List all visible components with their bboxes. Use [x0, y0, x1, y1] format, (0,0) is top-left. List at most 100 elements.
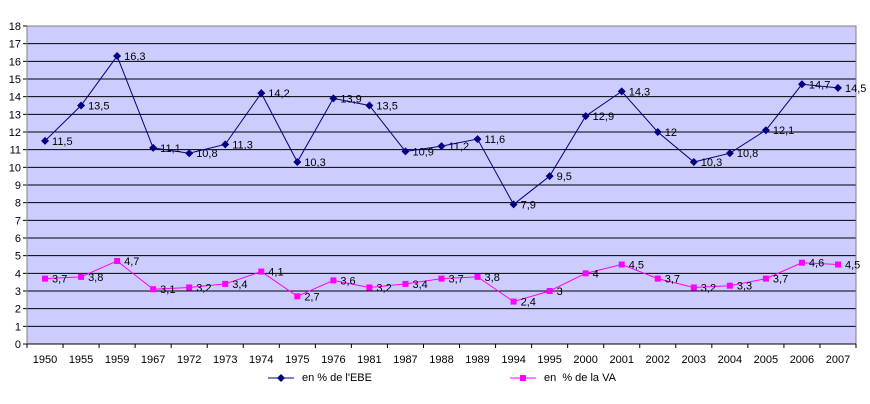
- data-point: [797, 80, 806, 89]
- data-point: [437, 142, 446, 151]
- data-point: [834, 261, 841, 268]
- data-label: 11,2: [449, 141, 470, 153]
- data-point: [833, 83, 842, 92]
- legend-label-va: en % de la VA: [544, 372, 616, 384]
- data-point: [546, 288, 553, 294]
- y-tick-label: 11: [10, 145, 21, 157]
- data-label: 10,3: [701, 157, 722, 169]
- data-label: 12: [665, 127, 677, 139]
- data-label: 14,3: [629, 86, 650, 98]
- data-label: 3,7: [52, 274, 67, 286]
- data-label: 14,5: [845, 83, 866, 95]
- data-label: 3,7: [773, 274, 788, 286]
- data-point: [473, 135, 482, 144]
- x-tick-label: 2006: [790, 354, 814, 366]
- diamond-marker-icon: [268, 374, 294, 382]
- data-point: [150, 286, 157, 293]
- data-label: 3,8: [88, 272, 103, 284]
- y-tick-label: 12: [9, 127, 21, 139]
- x-tick-label: 1994: [501, 354, 525, 366]
- legend-item-ebe: en % de l'EBE: [268, 372, 372, 384]
- data-point: [113, 52, 122, 61]
- data-point: [690, 284, 697, 291]
- data-point: [77, 101, 86, 110]
- data-label: 3,1: [160, 284, 175, 296]
- data-point: [653, 128, 662, 136]
- data-label: 4,5: [845, 260, 860, 272]
- x-tick-label: 1981: [357, 354, 381, 366]
- x-axis: 1950 1955 1959 1967 1972 1973 1974 1975 1976 1981…: [26, 343, 857, 366]
- y-tick-label: 6: [15, 233, 21, 245]
- y-tick-label: 0: [15, 339, 21, 351]
- data-label: 11,5: [52, 136, 73, 148]
- x-tick-label: 1987: [393, 354, 417, 366]
- data-label: 9,5: [557, 171, 572, 183]
- data-point: [474, 273, 481, 280]
- data-label: 12,1: [773, 125, 794, 137]
- data-point: [329, 94, 338, 103]
- data-point: [294, 293, 301, 300]
- data-label: 3,4: [412, 279, 427, 291]
- legend-label-ebe: en % de l'EBE: [302, 372, 372, 384]
- y-tick-label: 7: [15, 215, 21, 227]
- data-point: [618, 261, 625, 268]
- y-tick-label: 18: [9, 21, 21, 33]
- y-tick-label: 10: [9, 162, 21, 174]
- data-label: 4,5: [629, 260, 644, 272]
- y-tick-label: 3: [15, 286, 21, 298]
- y-tick-label: 17: [9, 39, 21, 51]
- data-point: [438, 275, 445, 282]
- data-point: [185, 149, 194, 158]
- data-point: [149, 143, 158, 152]
- x-tick-label: 1975: [285, 354, 309, 366]
- data-point: [186, 284, 193, 291]
- data-point: [689, 158, 698, 167]
- data-label: 11,6: [485, 134, 506, 146]
- x-tick-label: 1976: [321, 354, 345, 366]
- data-point: [725, 149, 734, 158]
- x-tick-label: 2007: [826, 354, 850, 366]
- y-tick-label: 8: [15, 198, 21, 210]
- data-point: [78, 273, 85, 280]
- data-label: 10,3: [304, 157, 325, 169]
- y-tick-label: 15: [9, 74, 21, 86]
- data-label: 10,9: [412, 146, 433, 158]
- data-label: 14,7: [809, 79, 830, 91]
- data-label: 3,3: [737, 281, 752, 293]
- x-tick-label: 2005: [754, 354, 778, 366]
- x-tick-label: 1955: [69, 354, 93, 366]
- data-label: 3,2: [376, 282, 391, 294]
- data-point: [617, 87, 626, 96]
- data-label: 2,7: [304, 291, 319, 303]
- series-va: 3,7 3,8 4,7 3,1 3,2 3,4 4,1 2,7 3,6 3,2 3,4 3,7 3,8 2…: [42, 256, 860, 309]
- data-label: 13,5: [88, 101, 109, 113]
- square-marker-icon: [510, 375, 536, 381]
- data-label: 3: [557, 286, 563, 298]
- data-point: [509, 200, 518, 209]
- y-tick-label: 13: [9, 109, 21, 121]
- data-point: [42, 275, 49, 282]
- data-label: 14,2: [268, 88, 289, 100]
- data-point: [798, 259, 805, 266]
- y-tick-label: 5: [15, 251, 21, 263]
- data-point: [654, 275, 661, 282]
- data-point: [366, 284, 373, 291]
- x-tick-label: 1950: [33, 354, 57, 366]
- data-point: [581, 112, 590, 121]
- data-label: 16,3: [124, 51, 145, 63]
- data-label: 10,8: [196, 148, 217, 160]
- x-tick-label: 1973: [213, 354, 237, 366]
- series-layer: 11,5 13,5 16,3 11,1 10,8 11,3 14,2 10,3 13,9 13,5…: [41, 51, 866, 309]
- data-label: 13,5: [376, 101, 397, 113]
- data-label: 11,1: [160, 143, 181, 155]
- x-tick-label: 1967: [141, 354, 165, 366]
- data-label: 11,3: [232, 139, 253, 151]
- data-label: 3,2: [701, 282, 716, 294]
- x-tick-label: 2001: [609, 354, 633, 366]
- data-label: 4,6: [809, 258, 824, 270]
- x-tick-label: 2000: [573, 354, 597, 366]
- data-point: [582, 270, 589, 277]
- y-tick-label: 9: [15, 180, 21, 192]
